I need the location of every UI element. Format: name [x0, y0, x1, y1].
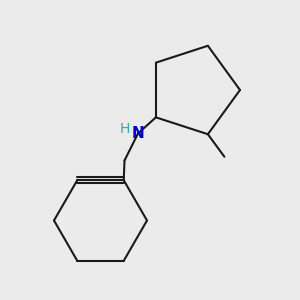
- Text: N: N: [132, 126, 144, 141]
- Text: H: H: [119, 122, 130, 136]
